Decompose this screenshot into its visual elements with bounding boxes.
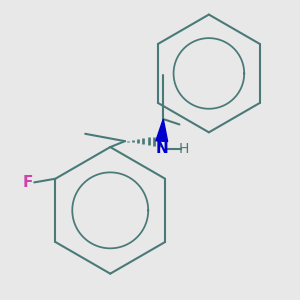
Text: F: F: [22, 175, 33, 190]
Text: N: N: [155, 141, 168, 156]
Polygon shape: [156, 119, 168, 142]
Text: H: H: [179, 142, 189, 155]
